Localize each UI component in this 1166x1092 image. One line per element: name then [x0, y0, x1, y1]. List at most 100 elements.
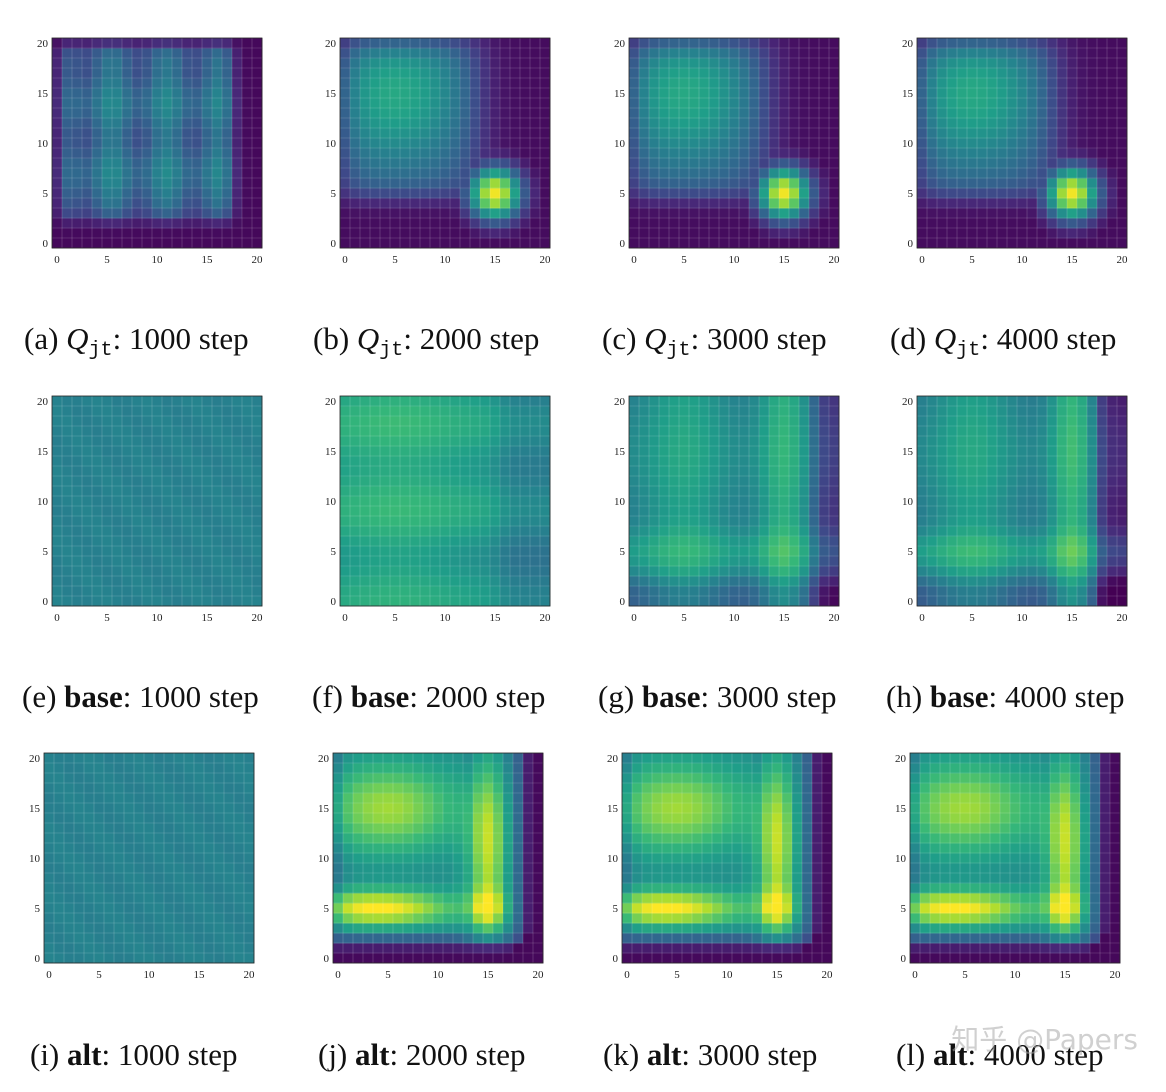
heatmap-cell: [987, 536, 998, 547]
heatmap-cell: [232, 68, 243, 79]
heatmap-cell: [202, 108, 213, 119]
heatmap-cell: [649, 546, 660, 557]
heatmap-cell: [360, 466, 371, 477]
heatmap-cell: [483, 763, 494, 774]
heatmap-cell: [450, 516, 461, 527]
heatmap-cell: [360, 118, 371, 129]
heatmap-cell: [937, 556, 948, 567]
heatmap-cell: [639, 546, 650, 557]
heatmap-cell: [1007, 466, 1018, 477]
heatmap-cell: [162, 486, 173, 497]
heatmap-cell: [202, 476, 213, 487]
heatmap-cell: [82, 138, 93, 149]
heatmap-cell: [152, 556, 163, 567]
heatmap-cell: [202, 88, 213, 99]
heatmap-cell: [513, 793, 524, 804]
heatmap-cell: [234, 783, 245, 794]
heatmap-cell: [234, 873, 245, 884]
heatmap-cell: [440, 218, 451, 229]
heatmap-cell: [659, 68, 670, 79]
heatmap-cell: [1067, 98, 1078, 109]
heatmap-cell: [490, 168, 501, 179]
heatmap-cell: [779, 436, 790, 447]
heatmap-cell: [214, 913, 225, 924]
heatmap-cell: [530, 426, 541, 437]
heatmap-cell: [212, 88, 223, 99]
heatmap-cell: [52, 396, 63, 407]
heatmap-cell: [1107, 466, 1118, 477]
heatmap-cell: [440, 48, 451, 59]
heatmap-cell: [373, 893, 384, 904]
heatmap-cell: [967, 486, 978, 497]
heatmap-cell: [749, 406, 760, 417]
heatmap-cell: [184, 813, 195, 824]
heatmap-cell: [927, 476, 938, 487]
heatmap-cell: [719, 506, 730, 517]
heatmap-cell: [1037, 168, 1048, 179]
heatmap-cell: [1107, 496, 1118, 507]
heatmap-cell: [234, 793, 245, 804]
heatmap-cell: [759, 556, 770, 567]
heatmap-cell: [799, 476, 810, 487]
heatmap-cell: [629, 168, 640, 179]
heatmap-cell: [104, 903, 115, 914]
heatmap-cell: [152, 536, 163, 547]
heatmap-cell: [987, 228, 998, 239]
heatmap-cell: [460, 38, 471, 49]
heatmap-cell: [1057, 596, 1068, 607]
heatmap-cell: [699, 596, 710, 607]
heatmap-cell: [540, 188, 551, 199]
heatmap-cell: [132, 138, 143, 149]
heatmap-cell: [1037, 78, 1048, 89]
heatmap-cell: [164, 933, 175, 944]
heatmap-cell: [174, 853, 185, 864]
heatmap-cell: [162, 88, 173, 99]
heatmap-cell: [122, 476, 133, 487]
heatmap-cell: [540, 168, 551, 179]
heatmap-cell: [232, 188, 243, 199]
heatmap-cell: [440, 78, 451, 89]
heatmap-cell: [1017, 48, 1028, 59]
heatmap-cell: [440, 446, 451, 457]
heatmap-cell: [659, 38, 670, 49]
heatmap-cell: [957, 58, 968, 69]
heatmap-cell: [202, 396, 213, 407]
heatmap-cell: [639, 396, 650, 407]
heatmap-cell: [202, 48, 213, 59]
heatmap-cell: [340, 546, 351, 557]
heatmap-cell: [450, 556, 461, 567]
heatmap-cell: [390, 228, 401, 239]
heatmap-cell: [430, 48, 441, 59]
heatmap-cell: [1077, 168, 1088, 179]
heatmap-cell: [360, 406, 371, 417]
heatmap-cell: [234, 943, 245, 954]
heatmap-cell: [1087, 496, 1098, 507]
heatmap-cell: [184, 773, 195, 784]
heatmap-cell: [729, 128, 740, 139]
heatmap-cell: [92, 68, 103, 79]
heatmap-cell: [62, 48, 73, 59]
heatmap-cell: [699, 396, 710, 407]
heatmap-cell: [410, 178, 421, 189]
heatmap-cell: [639, 596, 650, 607]
heatmap-cell: [967, 108, 978, 119]
heatmap-cell: [1117, 526, 1128, 537]
heatmap-cell: [252, 218, 263, 229]
heatmap-cell: [172, 128, 183, 139]
heatmap-cell: [212, 426, 223, 437]
heatmap-cell: [443, 853, 454, 864]
heatmap-cell: [483, 933, 494, 944]
heatmap-cell: [363, 873, 374, 884]
heatmap-cell: [162, 128, 173, 139]
heatmap-cell: [819, 78, 830, 89]
heatmap-cell: [533, 853, 544, 864]
heatmap-cell: [390, 148, 401, 159]
heatmap-cell: [400, 68, 411, 79]
heatmap-cell: [164, 893, 175, 904]
heatmap-cell: [232, 446, 243, 457]
heatmap-cell: [54, 893, 65, 904]
heatmap-cell: [799, 98, 810, 109]
heatmap-cell: [957, 556, 968, 567]
heatmap-cell: [184, 853, 195, 864]
heatmap-cell: [1107, 456, 1118, 467]
